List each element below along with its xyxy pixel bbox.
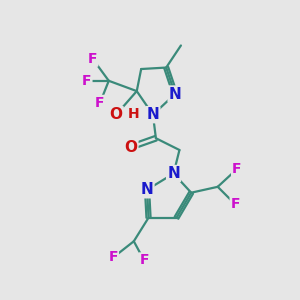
Text: N: N — [169, 87, 182, 102]
Text: N: N — [167, 166, 180, 181]
Text: O: O — [110, 107, 123, 122]
Text: F: F — [88, 52, 97, 66]
Text: F: F — [232, 162, 242, 176]
Text: F: F — [82, 74, 92, 88]
Text: F: F — [108, 250, 118, 265]
Text: N: N — [141, 182, 153, 197]
Text: F: F — [140, 254, 149, 267]
Text: H: H — [127, 106, 139, 121]
Text: F: F — [231, 197, 240, 212]
Text: O: O — [124, 140, 137, 154]
Text: F: F — [95, 96, 105, 110]
Text: N: N — [147, 107, 159, 122]
